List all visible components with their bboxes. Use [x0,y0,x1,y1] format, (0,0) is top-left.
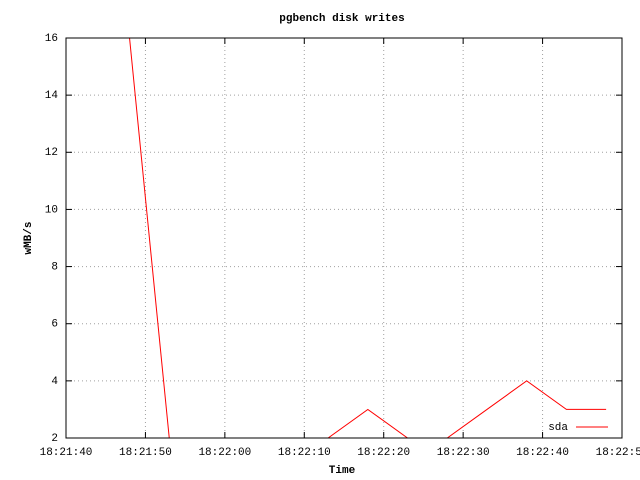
y-tick-label: 10 [45,204,58,216]
x-tick-label: 18:21:50 [119,447,172,459]
x-tick-label: 18:21:40 [40,447,93,459]
chart-title: pgbench disk writes [279,13,404,25]
x-tick-label: 18:22:40 [516,447,569,459]
y-tick-label: 6 [51,319,58,331]
y-tick-label: 12 [45,147,58,159]
x-tick-label: 18:22:30 [437,447,490,459]
data-line [129,38,607,438]
y-axis-label: wMB/s [23,221,35,254]
x-tick-label: 18:22:00 [198,447,251,459]
x-tick-label: 18:22:20 [357,447,410,459]
y-tick-label: 8 [51,261,58,273]
x-axis-label: Time [329,465,356,477]
y-tick-label: 14 [45,90,59,102]
plot-border [65,37,623,439]
plot-area [129,38,607,438]
x-tick-label: 18:22:10 [278,447,331,459]
y-tick-label: 16 [45,33,58,45]
legend-label: sda [548,422,568,434]
x-tick-label: 18:22:50 [596,447,640,459]
y-tick-label: 2 [51,433,58,445]
y-tick-label: 4 [51,376,58,388]
